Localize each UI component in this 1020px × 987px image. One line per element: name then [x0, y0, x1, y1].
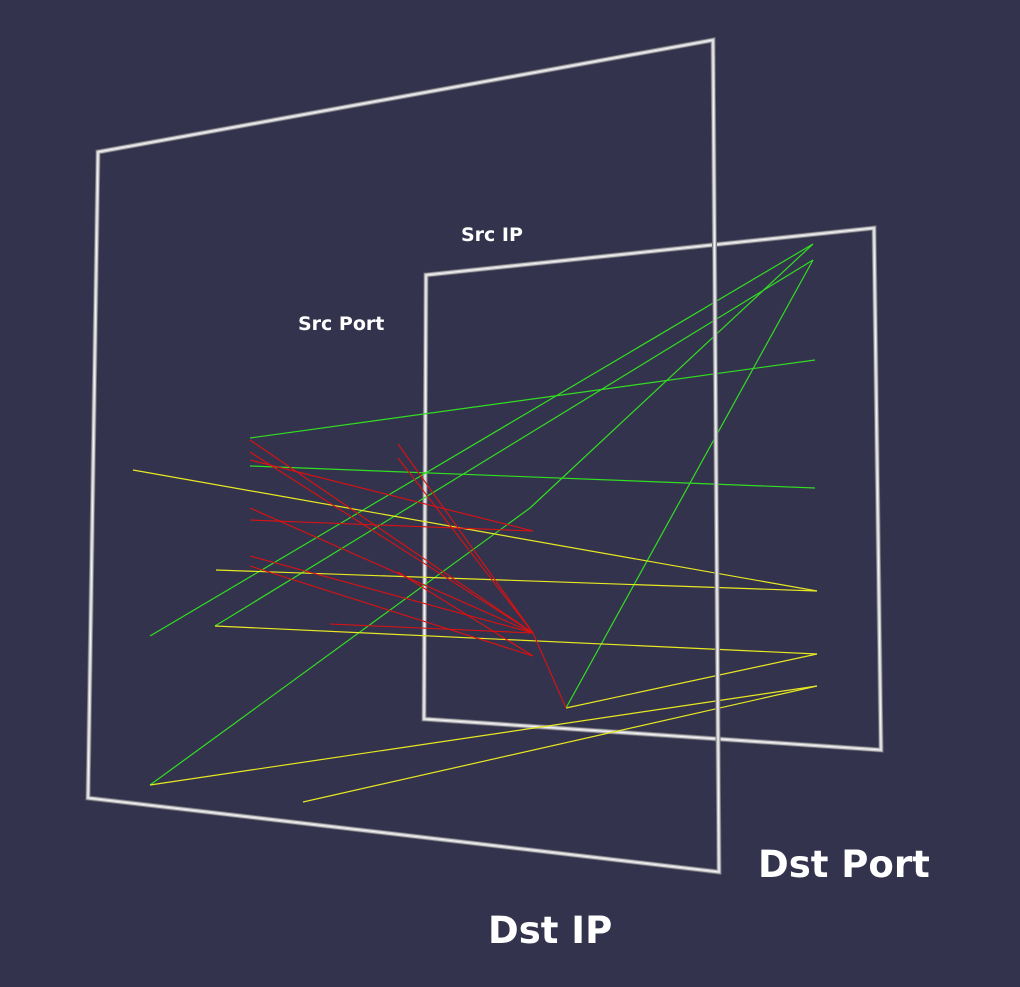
connection-line [215, 569, 818, 592]
connection-line [302, 685, 818, 803]
connection-line [249, 465, 816, 489]
connection-line [249, 359, 816, 439]
red-connections [249, 439, 567, 709]
connection-line [249, 565, 534, 657]
connection-line [532, 632, 567, 709]
connection-line [529, 243, 814, 509]
connection-line [249, 459, 534, 532]
dst-port-label: Dst Port [758, 843, 930, 886]
dst-ip-label: Dst IP [488, 909, 612, 952]
connection-line [329, 623, 534, 634]
connection-line [149, 685, 818, 786]
connection-line [149, 507, 531, 786]
green-connections [149, 243, 816, 786]
src-ip-label: Src IP [461, 224, 523, 246]
back-plane-frame [421, 225, 884, 753]
connection-line [132, 469, 818, 592]
front-plane-frame [85, 37, 722, 875]
connection-line [565, 259, 814, 709]
connection-line [249, 451, 534, 634]
connection-line [249, 519, 534, 532]
connection-line [249, 555, 534, 634]
connection-line [149, 243, 814, 637]
connection-line [397, 571, 534, 657]
connection-line [397, 457, 534, 634]
connection-line [214, 625, 818, 655]
connection-line [565, 653, 818, 709]
src-port-label: Src Port [298, 313, 384, 335]
connection-line [397, 443, 534, 634]
connection-line [249, 507, 534, 634]
